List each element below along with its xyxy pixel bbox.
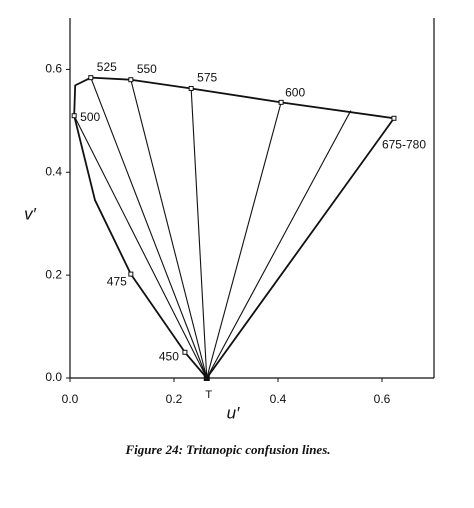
y-tick-label: 0.6 <box>45 62 62 76</box>
y-axis-label: v′ <box>24 204 37 223</box>
wavelength-label: 600 <box>285 86 305 100</box>
copunctal-point <box>203 375 210 381</box>
x-tick-label: 0.0 <box>62 392 79 406</box>
wavelength-label: 475 <box>107 274 127 288</box>
wavelength-label: 500 <box>80 110 100 124</box>
copunctal-label: T <box>205 389 212 401</box>
wavelength-point <box>182 349 188 355</box>
y-tick-label: 0.0 <box>45 370 62 384</box>
wavelength-point <box>71 113 77 119</box>
wavelength-point <box>391 115 397 121</box>
wavelength-label: 675-780 <box>382 137 426 151</box>
wavelength-label: 525 <box>97 60 117 74</box>
x-tick-label: 0.4 <box>270 392 287 406</box>
confusion-line <box>90 77 208 379</box>
confusion-line <box>73 115 208 379</box>
wavelength-point <box>128 77 134 83</box>
wavelength-label: 450 <box>159 349 179 363</box>
wavelength-point <box>128 271 134 277</box>
confusion-line <box>206 110 352 379</box>
x-tick-label: 0.6 <box>374 392 391 406</box>
wavelength-point <box>88 75 94 81</box>
y-tick-label: 0.2 <box>45 267 62 281</box>
wavelength-point <box>278 99 284 105</box>
caption: Figure 24: Tritanopic confusion lines. <box>124 442 330 457</box>
x-axis-label: u′ <box>227 403 240 422</box>
spectrum-locus <box>73 76 395 379</box>
confusion-line <box>206 102 282 379</box>
wavelength-label: 575 <box>197 71 217 85</box>
confusion-line <box>130 79 208 379</box>
confusion-line <box>190 88 208 379</box>
y-tick-label: 0.4 <box>45 164 62 178</box>
wavelength-point <box>188 85 194 91</box>
wavelength-label: 550 <box>137 62 157 76</box>
x-tick-label: 0.2 <box>166 392 183 406</box>
